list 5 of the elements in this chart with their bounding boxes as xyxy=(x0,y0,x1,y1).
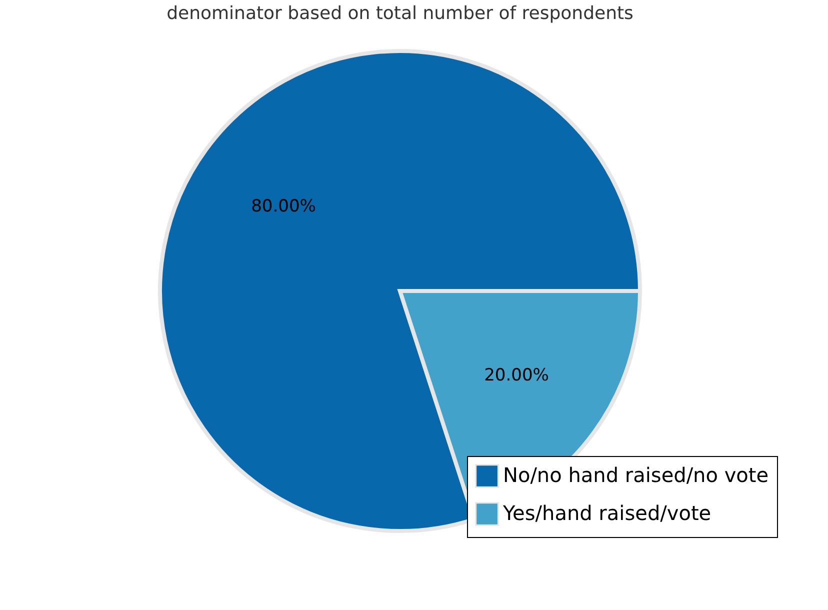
data-label: 20.00% xyxy=(484,366,549,386)
chart-title: denominator based on total number of respondents xyxy=(166,3,634,24)
legend-label: Yes/hand raised/vote xyxy=(502,501,712,525)
data-label: 80.00% xyxy=(251,196,316,216)
legend-label: No/no hand raised/no vote xyxy=(503,463,769,487)
